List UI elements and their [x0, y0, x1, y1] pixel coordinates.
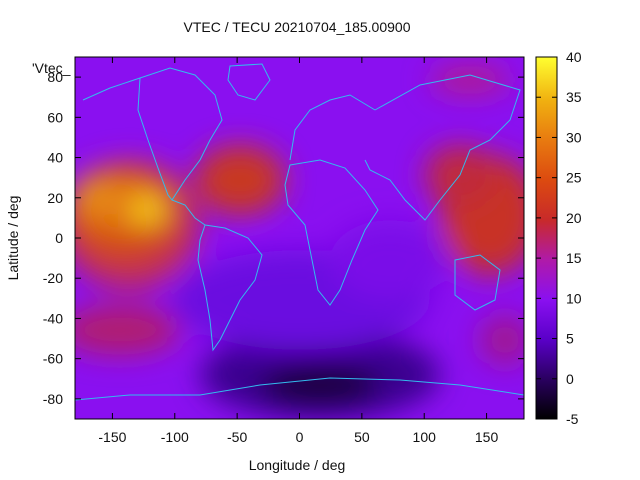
coastline-north-america	[82, 67, 223, 226]
chart-title: VTEC / TECU 20210704_185.00900	[183, 19, 410, 35]
heatmap-south-pacific	[75, 305, 180, 355]
heatmap-south-indian	[480, 315, 524, 365]
colorbar-tick-label: 35	[566, 89, 582, 105]
coastline-europe	[289, 94, 376, 161]
colorbar: -5 0 5 10 15 20 25 30 35 40	[535, 49, 582, 427]
y-axis-label: Latitude / deg	[5, 196, 21, 281]
heatmap-arctic-pacific	[430, 65, 510, 95]
colorbar-tick-label: -5	[566, 411, 579, 427]
x-tick-label: -100	[161, 429, 189, 445]
coastline-south-america	[197, 224, 263, 352]
coastline-africa	[284, 159, 379, 306]
coastline-north-america-west	[137, 77, 173, 201]
colorbar-tick-label: 0	[566, 371, 574, 387]
x-tick-label: 50	[354, 429, 370, 445]
colorbar-ticks: -5 0 5 10 15 20 25 30 35 40	[536, 49, 582, 427]
heatmap-atlantic	[195, 145, 285, 215]
coastline-australia	[454, 254, 501, 311]
coastline-greenland	[227, 63, 271, 101]
colorbar-tick-label: 30	[566, 129, 582, 145]
y-tick-label: -20	[43, 270, 63, 286]
y-tick-label: 60	[47, 109, 63, 125]
x-tick-label: -150	[98, 429, 126, 445]
colorbar-tick-label: 5	[566, 331, 574, 347]
colorbar-tick-label: 10	[566, 290, 582, 306]
heatmap-field	[75, 57, 524, 419]
y-tick-label: -60	[43, 351, 63, 367]
y-tick-label: -80	[43, 391, 63, 407]
colorbar-gradient	[535, 56, 558, 420]
heatmap-peak	[130, 195, 166, 225]
x-axis: -150 -100 -50 0 50 100 150	[98, 57, 498, 445]
coastline-antarctica	[75, 377, 524, 401]
heatmap-indian-low-region	[330, 220, 450, 300]
colorbar-tick-label: 25	[566, 170, 582, 186]
x-tick-label: -50	[227, 429, 247, 445]
colorbar-tick-label: 20	[566, 210, 582, 226]
heatmap-lowest-region	[260, 363, 380, 407]
y-tick-label: 80	[47, 69, 63, 85]
y-axis: -80 -60 -40 -20 0 20 40 60 80	[43, 69, 524, 407]
y-tick-label: 0	[55, 230, 63, 246]
x-tick-label: 100	[413, 429, 437, 445]
x-tick-label: 150	[475, 429, 499, 445]
coastline-asia	[364, 74, 521, 221]
heatmap-west-pacific-crest	[75, 177, 117, 213]
x-axis-label: Longitude / deg	[249, 457, 346, 473]
legend-key-label: 'Vtec_	[32, 60, 71, 76]
coastlines	[75, 63, 524, 401]
colorbar-tick-label: 15	[566, 250, 582, 266]
x-tick-label: 0	[296, 429, 304, 445]
y-tick-label: 40	[47, 150, 63, 166]
colorbar-tick-label: 40	[566, 49, 582, 65]
y-tick-label: -40	[43, 310, 63, 326]
y-tick-label: 20	[47, 190, 63, 206]
